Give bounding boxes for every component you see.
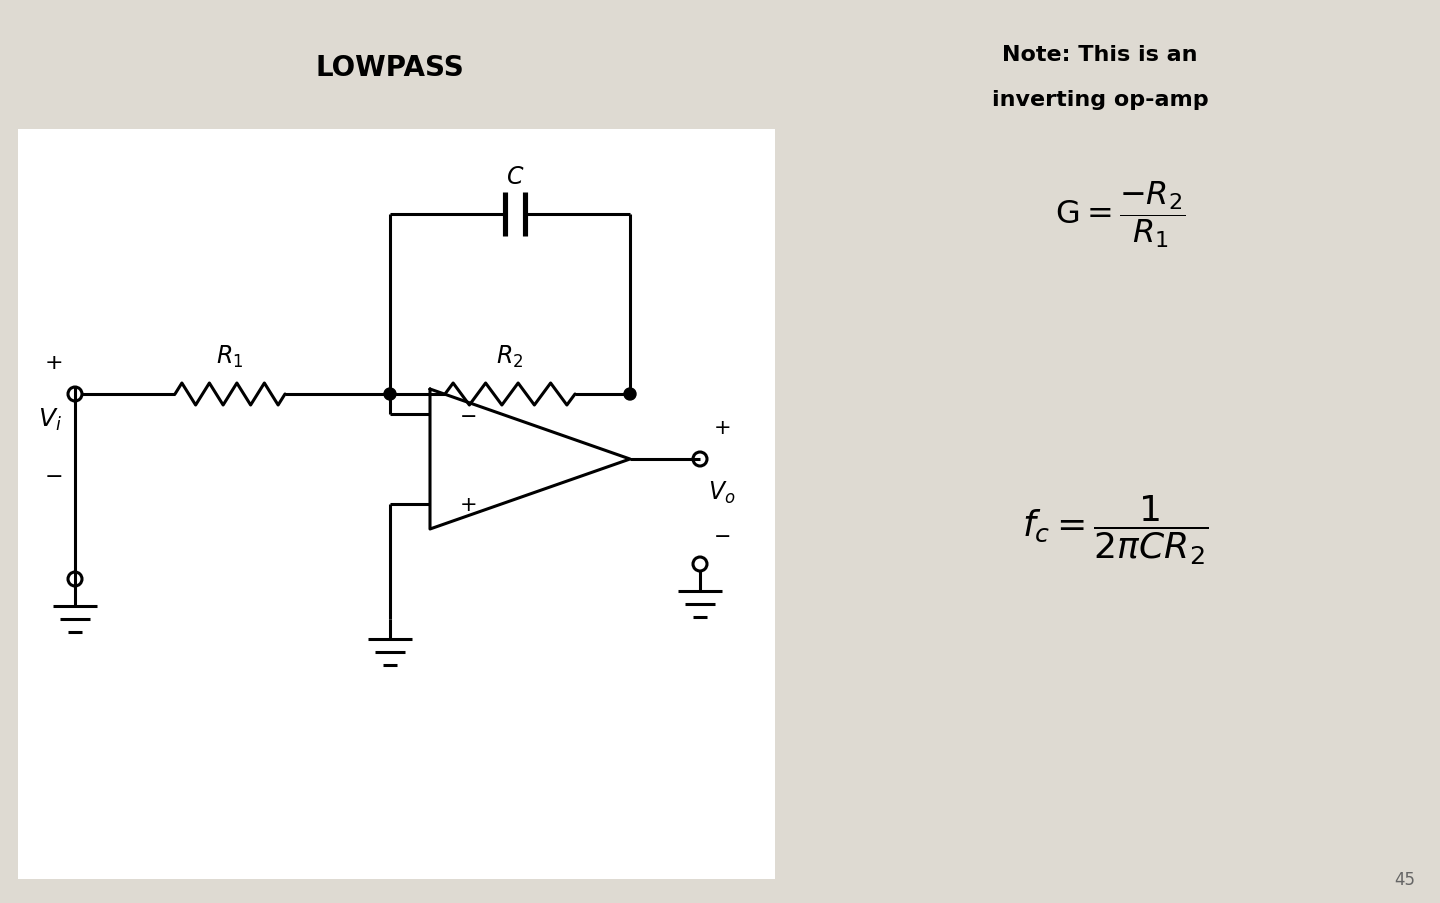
Text: $V_o$: $V_o$	[708, 479, 736, 506]
Text: Note: This is an: Note: This is an	[1002, 45, 1198, 65]
Circle shape	[384, 388, 396, 401]
Text: $C$: $C$	[505, 165, 524, 189]
Text: $V_i$: $V_i$	[37, 406, 62, 433]
Text: $\mathrm{G} = \dfrac{-R_2}{R_1}$: $\mathrm{G} = \dfrac{-R_2}{R_1}$	[1056, 180, 1185, 250]
Text: $+$: $+$	[43, 352, 62, 373]
Circle shape	[624, 388, 636, 401]
Text: $R_2$: $R_2$	[497, 343, 524, 369]
Text: $-$: $-$	[43, 464, 62, 485]
Text: $+$: $+$	[459, 495, 477, 515]
Text: 45: 45	[1394, 870, 1416, 888]
Text: inverting op-amp: inverting op-amp	[992, 90, 1208, 110]
FancyBboxPatch shape	[17, 130, 775, 879]
Text: $R_1$: $R_1$	[216, 343, 243, 369]
Text: LOWPASS: LOWPASS	[315, 54, 464, 82]
Text: $-$: $-$	[459, 405, 477, 424]
Text: $f_c = \dfrac{1}{2\pi C R_2}$: $f_c = \dfrac{1}{2\pi C R_2}$	[1022, 493, 1208, 566]
Text: $-$: $-$	[713, 525, 730, 545]
Text: $+$: $+$	[713, 417, 730, 438]
